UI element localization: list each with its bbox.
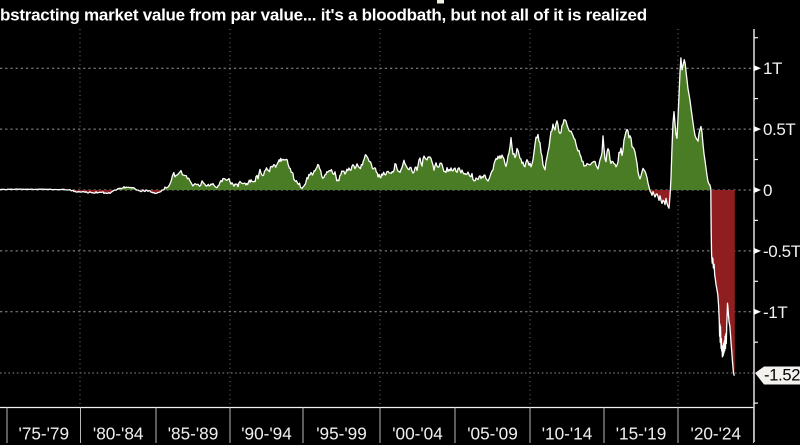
svg-text:bstracting market value from p: bstracting market value from par value..… — [0, 6, 647, 25]
svg-text:'20-'24: '20-'24 — [691, 424, 742, 444]
svg-text:'00-'04: '00-'04 — [392, 424, 443, 444]
svg-text:1T: 1T — [763, 59, 782, 78]
svg-text:'10-'14: '10-'14 — [542, 424, 593, 444]
svg-text:'15-'19: '15-'19 — [616, 424, 667, 444]
svg-text:'95-'99: '95-'99 — [316, 424, 367, 444]
svg-text:-1T: -1T — [763, 303, 787, 322]
svg-text:'05-'09: '05-'09 — [467, 424, 518, 444]
svg-text:0: 0 — [763, 181, 772, 200]
svg-text:0.5T: 0.5T — [763, 120, 795, 139]
svg-text:-0.5T: -0.5T — [763, 242, 800, 261]
svg-text:'85-'89: '85-'89 — [168, 424, 219, 444]
svg-text:'75-'79: '75-'79 — [19, 424, 70, 444]
svg-text:'90-'94: '90-'94 — [241, 424, 292, 444]
svg-text:'80-'84: '80-'84 — [93, 424, 144, 444]
svg-text:-1.52T: -1.52T — [764, 367, 800, 385]
